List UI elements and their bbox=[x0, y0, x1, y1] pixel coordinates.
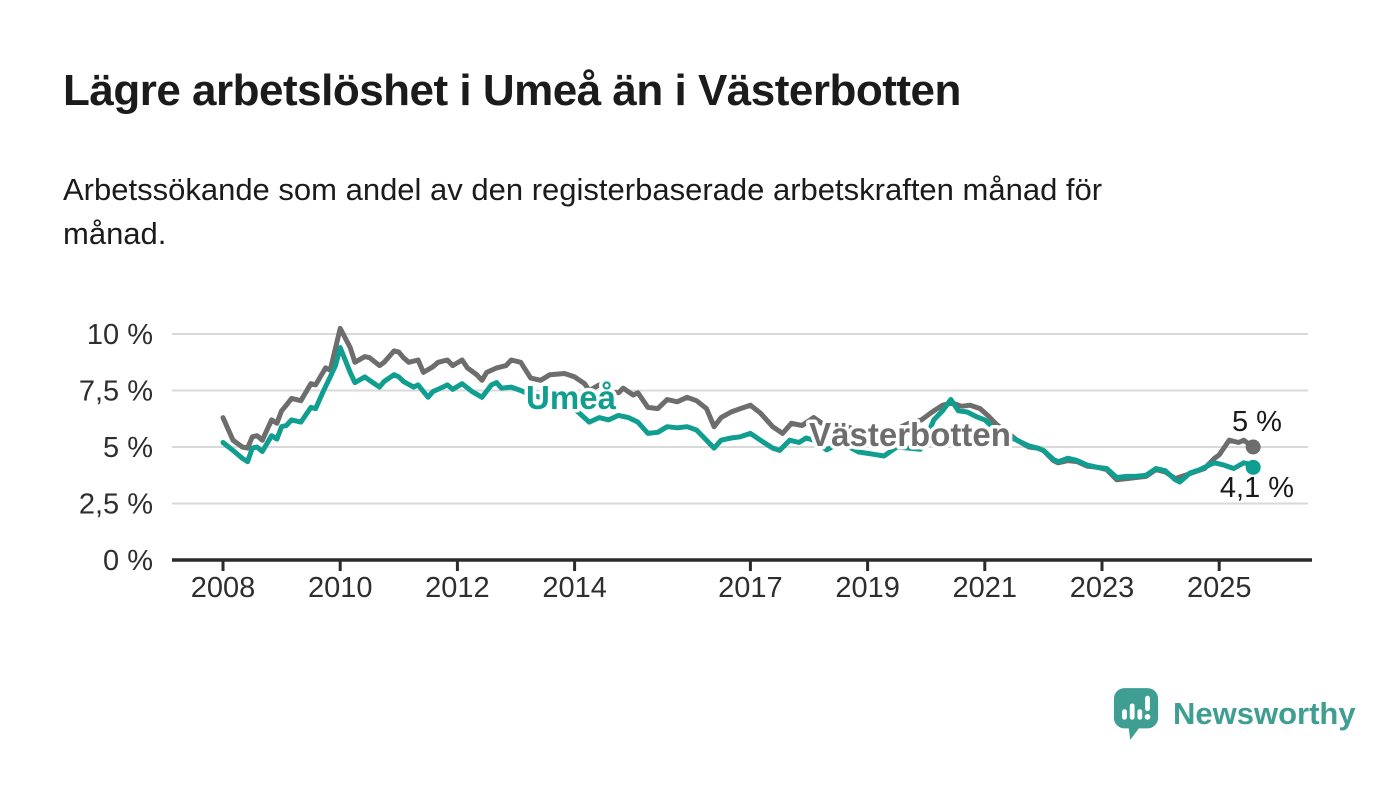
x-axis-label-2014: 2014 bbox=[542, 572, 607, 604]
x-axis-label-2021: 2021 bbox=[953, 572, 1018, 604]
y-axis-label-10: 10 % bbox=[87, 319, 153, 351]
y-axis-label-0: 0 % bbox=[103, 545, 153, 577]
newsworthy-logo: Newsworthy bbox=[1112, 686, 1356, 742]
x-axis-label-2023: 2023 bbox=[1070, 572, 1135, 604]
series-label-vasterbotten: Västerbotten bbox=[809, 416, 1011, 453]
page-title: Lägre arbetslöshet i Umeå än i Västerbot… bbox=[63, 66, 961, 115]
newsworthy-logo-text: Newsworthy bbox=[1173, 696, 1356, 731]
chart-subtitle: Arbetssökande som andel av den registerb… bbox=[63, 168, 1102, 256]
series-line-vasterbotten bbox=[220, 325, 1256, 483]
exclamation-icon-dot bbox=[1144, 714, 1151, 720]
y-axis-label-2.5: 2,5 % bbox=[79, 489, 153, 521]
series-endpoint-dot-umea bbox=[1245, 459, 1261, 475]
x-axis-label-2017: 2017 bbox=[718, 572, 783, 604]
speech-bubble-shape bbox=[1113, 688, 1159, 740]
series-label-umea: Umeå bbox=[526, 379, 617, 416]
x-axis-label-2010: 2010 bbox=[308, 572, 373, 604]
bar-chart-icon-bar-tall bbox=[1129, 703, 1135, 720]
x-axis-label-2008: 2008 bbox=[191, 572, 256, 604]
chart-subtitle-line-2: månad. bbox=[63, 216, 167, 251]
bar-chart-icon-bar-short bbox=[1122, 709, 1127, 720]
newsworthy-logo-icon bbox=[1113, 688, 1159, 740]
x-axis-label-2025: 2025 bbox=[1187, 572, 1252, 604]
x-axis-label-2012: 2012 bbox=[425, 572, 490, 604]
end-value-label-umea: 4,1 % bbox=[1220, 472, 1294, 504]
chart-subtitle-line-1: Arbetssökande som andel av den registerb… bbox=[63, 172, 1103, 207]
y-axis-label-5: 5 % bbox=[103, 432, 153, 464]
series-endpoint-dot-vasterbotten bbox=[1245, 439, 1261, 455]
exclamation-icon-bar bbox=[1145, 695, 1150, 712]
bar-chart-icon-bar-medium bbox=[1137, 709, 1143, 720]
x-axis-label-2019: 2019 bbox=[835, 572, 900, 604]
y-axis-label-7.5: 7,5 % bbox=[79, 376, 153, 408]
series-line-umea bbox=[220, 345, 1256, 485]
end-value-label-vasterbotten: 5 % bbox=[1232, 406, 1282, 438]
